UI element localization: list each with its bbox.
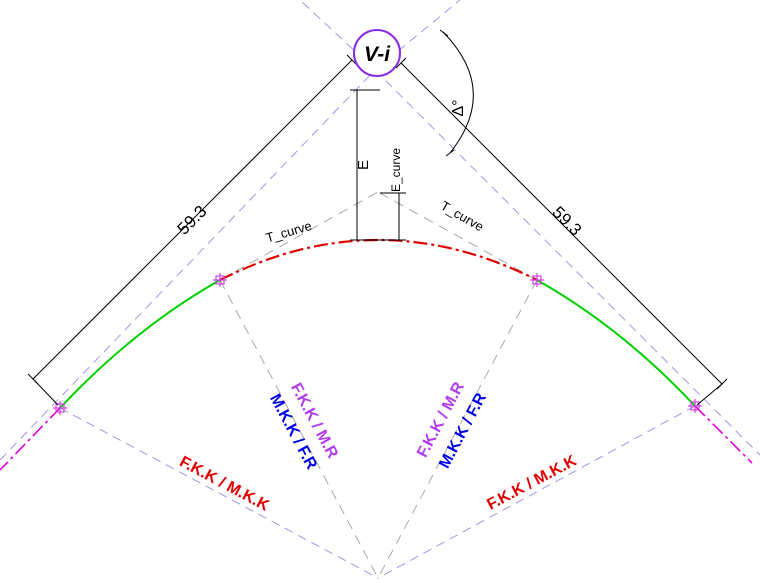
right-radial-line [377,279,538,579]
key-point-markers [53,273,702,415]
back-tangent-line [0,69,376,461]
alignment-lines [0,405,753,471]
radial-lines [219,191,538,579]
left-tangent-dimension [32,59,353,380]
circular-curve [219,239,538,281]
entry-spiral [59,279,221,409]
forward-tangent-line [374,69,760,456]
right-long-chord [377,405,696,579]
right-tangent-dimension [400,62,723,385]
external-distance-label: E [355,160,372,170]
chord-left-label: F.K.K / M.K.K [177,453,272,515]
dimension-lines [27,29,728,406]
cs-point-marker [530,273,544,287]
curve-external-label: E_curve [389,148,403,192]
sc-point-marker [213,273,227,287]
alignment-out [694,405,753,464]
vertex-circle [353,29,401,77]
st-point-marker [688,399,702,413]
curve-tangent-left [219,191,379,281]
exit-spiral [536,279,696,407]
vertex-marker: V-i [353,29,401,77]
left-long-chord [59,407,379,579]
curve-tangent-left-label: T_curve [264,218,313,245]
left-radial-line [219,279,379,579]
chord-right-label: F.K.K / M.K.K [484,452,579,514]
delta-angle-arc [442,31,474,154]
alignment-in [0,407,61,471]
curve-tangent-right [377,191,538,281]
right-tangent-length-label: 59.3 [548,203,585,240]
delta-label: Δ° [450,99,467,116]
vertex-label: V-i [364,43,391,66]
spiral-curves [59,279,696,409]
ts-point-marker [53,401,67,415]
